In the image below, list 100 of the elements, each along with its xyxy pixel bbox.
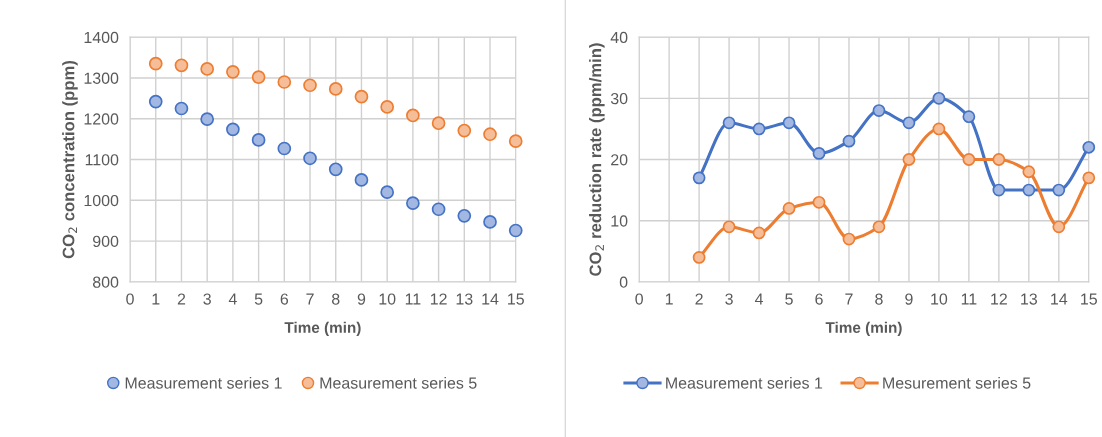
- x-tick-label: 8: [875, 293, 883, 305]
- point: [148, 94, 163, 109]
- point: [1082, 171, 1096, 185]
- point: [842, 134, 856, 148]
- point: [782, 116, 796, 130]
- point: [812, 195, 826, 209]
- point: [328, 162, 343, 177]
- x-tick-label: 6: [815, 293, 823, 305]
- point: [842, 232, 856, 246]
- point: [1022, 165, 1036, 179]
- x-tick-label: 0: [126, 293, 134, 305]
- x-tick-label: 5: [254, 293, 263, 305]
- point: [782, 202, 796, 215]
- x-tick-label: 4: [228, 293, 237, 305]
- point: [226, 64, 240, 79]
- point: [752, 122, 766, 136]
- x-tick-label: 14: [482, 293, 499, 305]
- point: [902, 116, 916, 130]
- point: [508, 223, 523, 238]
- legend-label: Measurement series 1: [125, 377, 282, 389]
- point: [431, 116, 446, 131]
- y-tick-label: 900: [93, 235, 119, 248]
- point: [277, 141, 292, 156]
- x-tick-label: 1: [152, 293, 160, 305]
- x-axis-title: Time (min): [284, 321, 361, 336]
- point: [174, 101, 189, 116]
- x-tick-label: 13: [1021, 293, 1038, 305]
- point: [380, 100, 395, 114]
- x-tick-label: 13: [456, 293, 473, 305]
- legend-label: Measurement series 5: [320, 377, 477, 389]
- x-tick-label: 1: [665, 293, 673, 305]
- x-tick-label: 5: [785, 293, 793, 305]
- point: [328, 82, 343, 96]
- point: [457, 123, 472, 138]
- x-tick-label: 8: [332, 293, 340, 305]
- point: [812, 146, 826, 160]
- legend-label: Mesurement series 5: [883, 377, 1031, 389]
- y-tick-label: 1100: [85, 154, 119, 166]
- x-tick-label: 9: [905, 293, 913, 305]
- point: [932, 122, 946, 136]
- point: [380, 185, 395, 199]
- y-axis-title: CO$_{2}$ reduction rate (ppm/min): [589, 43, 605, 276]
- x-tick-label: 15: [1081, 293, 1097, 305]
- y-tick-label: 0: [619, 276, 628, 288]
- point: [692, 251, 706, 264]
- x-tick-label: 7: [845, 293, 853, 305]
- point: [251, 70, 266, 84]
- point: [226, 122, 240, 137]
- point: [303, 151, 317, 166]
- point: [251, 133, 266, 147]
- x-tick-label: 2: [695, 293, 703, 305]
- point: [406, 108, 420, 123]
- point: [354, 89, 369, 104]
- x-tick-label: 12: [430, 293, 447, 305]
- point: [1022, 183, 1036, 197]
- legend-label: Measurement series 1: [666, 377, 823, 389]
- x-tick-label: 4: [754, 293, 764, 305]
- x-tick-label: 0: [635, 293, 643, 305]
- y-tick-label: 1300: [84, 72, 119, 84]
- x-tick-label: 11: [961, 293, 977, 305]
- point: [992, 183, 1006, 197]
- point: [872, 104, 886, 117]
- point: [148, 56, 163, 71]
- point: [962, 110, 976, 124]
- point: [431, 202, 446, 217]
- point: [457, 208, 472, 223]
- y-tick-label: 20: [611, 154, 628, 166]
- point: [508, 134, 523, 149]
- point: [277, 75, 292, 89]
- x-tick-label: 10: [379, 293, 396, 305]
- point: [354, 173, 369, 187]
- x-tick-label: 11: [405, 293, 421, 305]
- point: [483, 215, 497, 229]
- x-tick-label: 14: [1051, 293, 1068, 305]
- y-tick-label: 1000: [84, 194, 119, 207]
- x-tick-label: 12: [991, 293, 1007, 305]
- point: [692, 171, 706, 185]
- point: [992, 153, 1006, 166]
- point: [483, 127, 497, 142]
- x-tick-label: 10: [931, 293, 948, 305]
- x-tick-label: 6: [280, 293, 289, 305]
- y-tick-label: 10: [611, 215, 628, 227]
- point: [200, 62, 215, 76]
- x-tick-label: 15: [508, 293, 524, 305]
- point: [1052, 183, 1066, 197]
- point: [1052, 220, 1066, 234]
- point: [1082, 140, 1096, 154]
- point: [303, 78, 317, 93]
- point: [932, 91, 946, 105]
- y-tick-label: 40: [610, 31, 628, 44]
- y-axis-title: CO$_{2}$ concentration (ppm): [62, 60, 78, 259]
- y-tick-label: 1400: [84, 31, 119, 44]
- point: [722, 116, 736, 130]
- x-tick-label: 7: [306, 293, 314, 305]
- y-tick-label: 1200: [84, 113, 119, 125]
- x-tick-label: 3: [725, 293, 733, 305]
- point: [200, 112, 215, 126]
- point: [962, 153, 976, 166]
- point: [902, 153, 916, 166]
- y-tick-label: 800: [92, 276, 119, 288]
